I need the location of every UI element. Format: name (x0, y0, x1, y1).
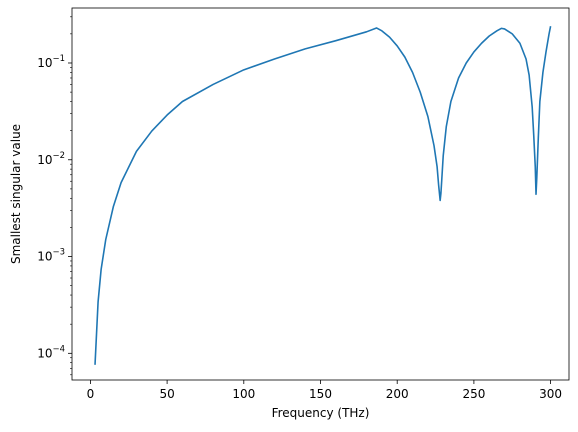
y-tick-base: 10 (37, 153, 52, 167)
x-tick-label: 50 (159, 387, 174, 401)
plot-area (94, 26, 552, 365)
y-axis: 10−410−310−210−1 (37, 16, 72, 376)
y-tick-exponent: −3 (52, 248, 65, 258)
x-tick-label: 150 (309, 387, 332, 401)
x-axis-label: Frequency (THz) (272, 406, 370, 420)
y-tick-exponent: −4 (52, 344, 65, 354)
y-tick-base: 10 (37, 346, 52, 360)
x-tick-label: 100 (232, 387, 255, 401)
x-tick-label: 250 (462, 387, 485, 401)
y-tick-label: 10−1 (37, 54, 65, 70)
x-tick-label: 300 (539, 387, 562, 401)
series-line (94, 26, 552, 365)
y-tick-base: 10 (37, 56, 52, 70)
y-tick-base: 10 (37, 250, 52, 264)
x-axis: 0 50 100 150 200 250 300 (87, 380, 562, 401)
y-tick-label: 10−3 (37, 248, 65, 264)
x-tick-label: 0 (87, 387, 95, 401)
y-tick-label: 10−4 (37, 344, 65, 360)
x-tick-label: 200 (386, 387, 409, 401)
y-tick-exponent: −2 (52, 151, 65, 161)
y-tick-label: 10−2 (37, 151, 65, 167)
y-tick-exponent: −1 (52, 54, 65, 64)
y-axis-label: Smallest singular value (9, 124, 23, 264)
